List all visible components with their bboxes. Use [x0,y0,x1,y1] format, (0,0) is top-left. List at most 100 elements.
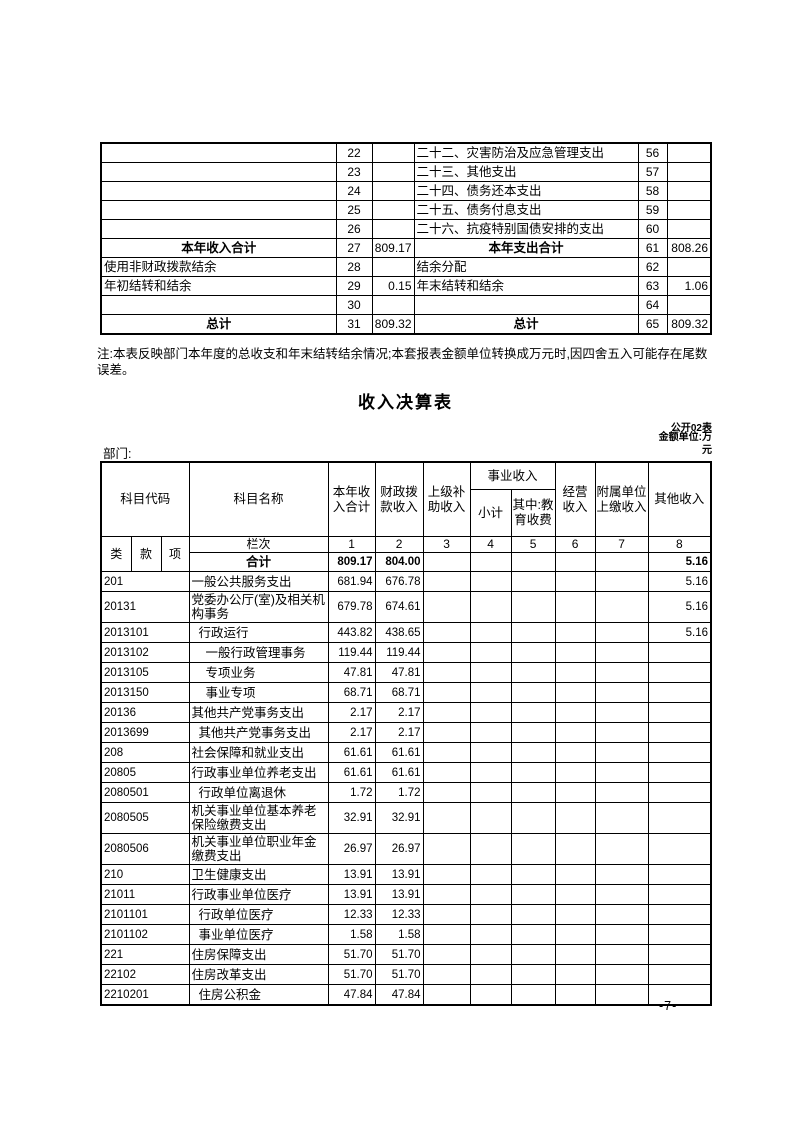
income-row: 20131 党委办公厅(室)及相关机构事务 679.78 674.61 5.16 [100,591,712,623]
summary-left-line-no: 29 [335,276,373,296]
summary-right-label: 二十六、抗疫特别国债安排的支出 [413,219,639,239]
summary-right-line-no: 60 [637,219,668,239]
subject-name-cell: 住房公积金 [188,984,329,1006]
value-cell [554,742,596,763]
header-section: 款 [130,536,162,572]
subject-name-cell: 行政事业单位医疗 [188,884,329,905]
value-cell [510,964,556,985]
value-cell [594,591,649,623]
value-cell [510,904,556,925]
value-cell [510,662,556,683]
value-cell: 679.78 [327,591,376,623]
header-class: 类 [100,536,132,572]
column-number: 6 [554,536,596,553]
subject-name-cell: 机关事业单位职业年金缴费支出 [188,833,329,865]
subject-code-cell: 208 [100,742,190,763]
value-cell [422,884,471,905]
value-cell [594,984,649,1006]
value-cell [422,964,471,985]
value-cell: 32.91 [327,802,376,834]
subject-name-cell: 事业单位医疗 [188,924,329,945]
summary-right-value [666,200,712,220]
header-operating-income: 经营收入 [554,461,596,537]
value-cell [469,642,512,663]
value-cell: 5.16 [647,591,712,623]
subject-name-cell: 行政事业单位养老支出 [188,762,329,783]
value-cell [422,782,471,803]
subject-code-cell: 2080501 [100,782,190,803]
subject-code-cell: 2210201 [100,984,190,1006]
income-row: 2013102 一般行政管理事务 119.44 119.44 [100,642,712,663]
value-cell [594,964,649,985]
grand-total-value [469,552,512,572]
page-title: 收入决算表 [358,393,453,412]
grand-total-value [422,552,471,572]
summary-right-label: 结余分配 [413,257,639,277]
summary-table: 22 二十二、灾害防治及应急管理支出 56 23 二十三、其他支出 57 24 二十四、债务还… [100,142,712,335]
value-cell [594,742,649,763]
value-cell [422,642,471,663]
value-cell: 119.44 [327,642,376,663]
summary-left-line-no: 24 [335,181,373,201]
value-cell [422,944,471,965]
value-cell [469,984,512,1006]
value-cell [554,904,596,925]
value-cell [647,924,712,945]
value-cell [647,984,712,1006]
value-cell: 26.97 [374,833,424,865]
value-cell [554,642,596,663]
grand-total-label: 合计 [188,552,329,572]
value-cell: 68.71 [327,682,376,703]
value-cell [422,622,471,643]
value-cell [422,984,471,1006]
subject-code-cell: 21011 [100,884,190,905]
subject-name-cell: 机关事业单位基本养老保险缴费支出 [188,802,329,834]
column-number: 8 [647,536,712,553]
subject-code-cell: 20805 [100,762,190,783]
value-cell [469,622,512,643]
value-cell: 61.61 [374,762,424,783]
summary-left-label [100,142,337,163]
value-cell [469,924,512,945]
value-cell: 13.91 [327,864,376,885]
value-cell [594,642,649,663]
value-cell [422,802,471,834]
header-other-income: 其他收入 [647,461,712,537]
summary-row: 30 64 [100,295,712,315]
income-row: 208 社会保障和就业支出 61.61 61.61 [100,742,712,763]
value-cell: 676.78 [374,571,424,592]
grand-total-value: 5.16 [647,552,712,572]
summary-left-label [100,181,337,201]
header-subject-code: 科目代码 [100,461,190,537]
header-superior-subsidy: 上级补助收入 [422,461,471,537]
header-subtotal: 小计 [469,489,512,537]
summary-right-label: 二十四、债务还本支出 [413,181,639,201]
summary-right-value: 809.32 [666,314,712,335]
value-cell [647,802,712,834]
value-cell [594,782,649,803]
value-cell: 5.16 [647,571,712,592]
income-row: 210 卫生健康支出 13.91 13.91 [100,864,712,885]
summary-right-label: 年末结转和结余 [413,276,639,296]
value-cell [510,591,556,623]
subject-code-cell: 2080506 [100,833,190,865]
summary-right-line-no: 64 [637,295,668,315]
summary-left-label: 总计 [100,314,337,335]
summary-right-value [666,257,712,277]
value-cell [554,702,596,723]
value-cell [647,742,712,763]
value-cell [510,702,556,723]
value-cell [510,864,556,885]
value-cell [469,802,512,834]
value-cell [469,864,512,885]
subject-code-cell: 210 [100,864,190,885]
column-index-label: 栏次 [188,536,329,553]
summary-right-value [666,181,712,201]
value-cell [422,682,471,703]
value-cell: 26.97 [327,833,376,865]
value-cell [647,944,712,965]
value-cell [554,884,596,905]
value-cell [647,702,712,723]
value-cell [510,642,556,663]
